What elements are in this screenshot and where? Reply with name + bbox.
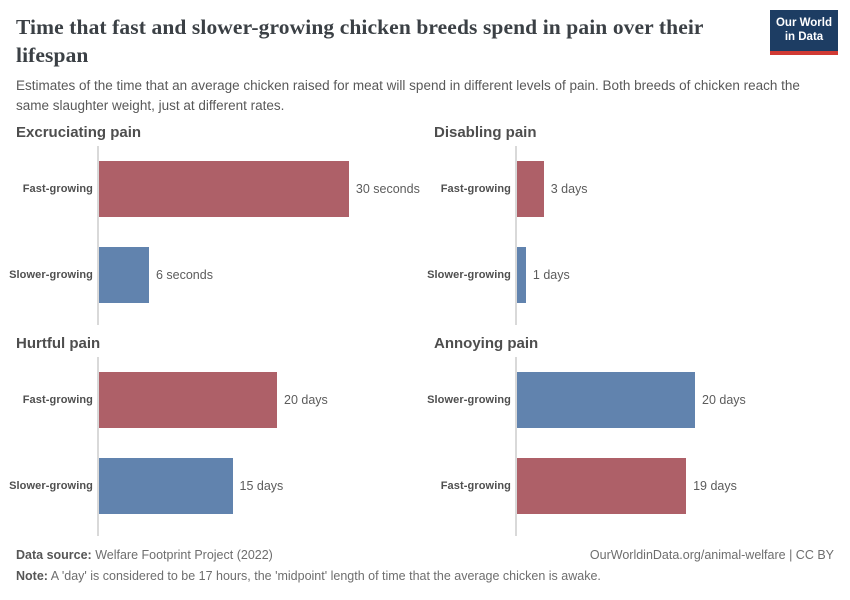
bar-row: Fast-growing 19 days <box>418 443 836 529</box>
category-label: Fast-growing <box>440 183 511 195</box>
plot-area: Slower-growing 20 days Fast-growing 19 days <box>418 357 836 542</box>
bar-slower-growing[interactable] <box>517 247 526 303</box>
category-label: Fast-growing <box>440 480 511 492</box>
plot-area: Fast-growing 3 days Slower-growing 1 days <box>418 146 836 331</box>
bar-fast-growing[interactable] <box>517 458 687 514</box>
bar-zone: 30 seconds <box>99 161 420 217</box>
logo-line-2: in Data <box>784 30 824 43</box>
bar-slower-growing[interactable] <box>517 372 695 428</box>
plot-area: Fast-growing 20 days Slower-growing 15 days <box>0 357 418 542</box>
category-label: Slower-growing <box>427 269 511 281</box>
bar-row: Fast-growing 20 days <box>0 357 418 443</box>
bar-row: Slower-growing 20 days <box>418 357 836 443</box>
footer-source-line: Data source: Welfare Footprint Project (… <box>16 546 834 564</box>
value-label: 20 days <box>284 393 328 407</box>
bar-row: Slower-growing 1 days <box>418 232 836 318</box>
our-world-in-data-logo: Our World in Data <box>770 10 838 55</box>
note-text: A 'day' is considered to be 17 hours, th… <box>47 569 601 584</box>
chart-panel: Excruciating pain Fast-growing 30 seconds S… <box>0 124 420 332</box>
value-label: 1 days <box>532 268 570 282</box>
bar-row: Slower-growing 15 days <box>0 443 418 529</box>
value-label: 20 days <box>702 393 746 407</box>
y-axis-line <box>97 146 99 325</box>
category-label: Slower-growing <box>9 480 93 492</box>
bar-fast-growing[interactable] <box>99 372 277 428</box>
note-label: Note: <box>16 569 48 584</box>
panel-title: Annoying pain <box>434 335 539 352</box>
bar-zone: 15 days <box>99 458 283 514</box>
bar-fast-growing[interactable] <box>517 161 544 217</box>
data-source-label: Data source: <box>16 548 92 562</box>
bar-slower-growing[interactable] <box>99 458 233 514</box>
panel-title: Excruciating pain <box>16 124 142 141</box>
header: Time that fast and slower-growing chicke… <box>0 0 850 115</box>
value-label: 30 seconds <box>355 182 420 196</box>
chart-title: Time that fast and slower-growing chicke… <box>16 15 704 67</box>
category-label: Slower-growing <box>9 269 93 281</box>
owid-credit-link: OurWorldinData.org/animal-welfare | CC B… <box>589 548 834 562</box>
y-axis-line <box>97 357 99 536</box>
panel-title: Hurtful pain <box>16 335 101 352</box>
bar-zone: 6 seconds <box>99 247 213 303</box>
plot-area: Fast-growing 30 seconds Slower-growing 6 se… <box>0 146 420 331</box>
value-label: 6 seconds <box>155 268 213 282</box>
bar-row: Fast-growing 30 seconds <box>0 146 420 232</box>
chart-panel: Disabling pain Fast-growing 3 days Slower-g… <box>418 124 836 332</box>
value-label: 3 days <box>550 182 588 196</box>
bar-row: Slower-growing 6 seconds <box>0 232 418 318</box>
data-source: Data source: Welfare Footprint Project (… <box>16 546 273 564</box>
bar-row: Fast-growing 3 days <box>418 146 836 232</box>
category-label: Fast-growing <box>22 394 93 406</box>
chart-subtitle: Estimates of the time that an average ch… <box>16 78 800 113</box>
footer: Data source: Welfare Footprint Project (… <box>16 546 834 585</box>
panel-title: Disabling pain <box>434 124 537 141</box>
category-label: Fast-growing <box>22 183 93 195</box>
bar-fast-growing[interactable] <box>99 161 349 217</box>
chart-panel: Hurtful pain Fast-growing 20 days Slower-gr… <box>0 335 418 543</box>
value-label: 19 days <box>693 479 737 493</box>
bar-zone: 3 days <box>517 161 588 217</box>
chart-panel: Annoying pain Slower-growing 20 days Fast-g… <box>418 335 836 543</box>
bar-zone: 1 days <box>517 247 570 303</box>
value-label: 15 days <box>239 479 284 493</box>
footer-note: Note: A 'day' is considered to be 17 hou… <box>16 567 834 585</box>
category-label: Slower-growing <box>427 394 511 406</box>
y-axis-line <box>515 146 517 325</box>
logo-line-1: Our World <box>775 17 832 29</box>
bar-zone: 19 days <box>517 458 737 514</box>
bar-zone: 20 days <box>517 372 746 428</box>
y-axis-line <box>515 357 517 536</box>
bar-slower-growing[interactable] <box>99 247 149 303</box>
chart-panels-grid: Excruciating pain Fast-growing 30 seconds S… <box>0 124 836 543</box>
bar-zone: 20 days <box>99 372 328 428</box>
data-source-text: Welfare Footprint Project (2022) <box>91 548 273 562</box>
